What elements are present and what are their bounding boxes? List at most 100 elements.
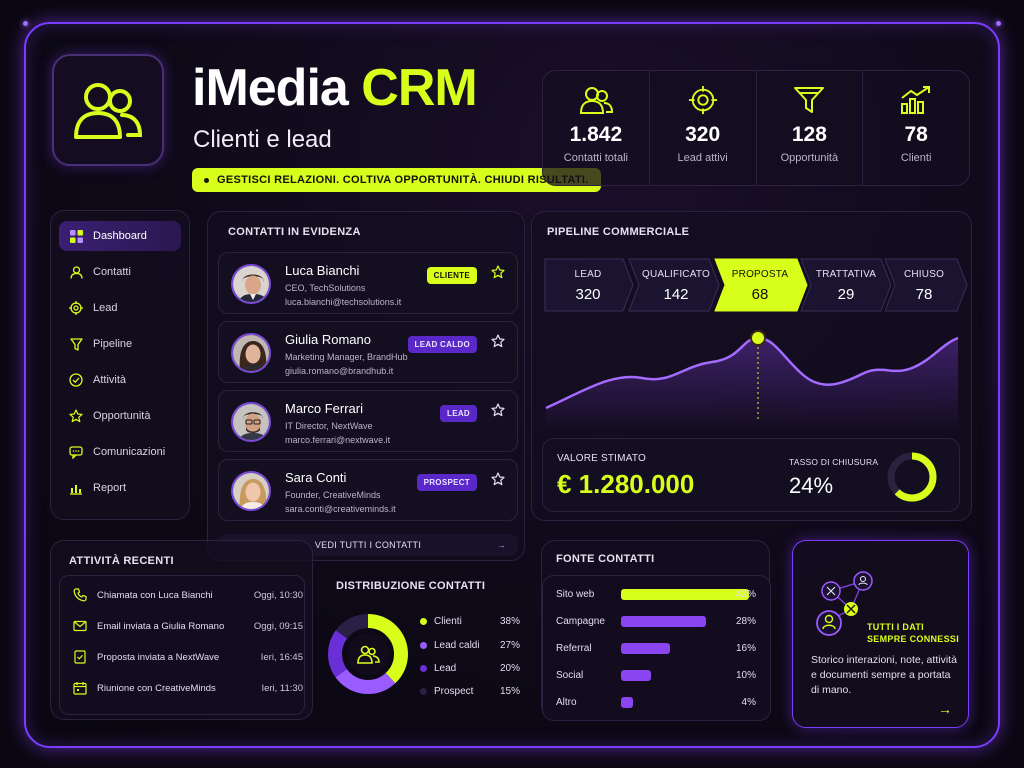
section-title: CONTATTI IN EVIDENZA <box>228 226 361 238</box>
chat-icon <box>69 445 83 459</box>
mail-icon <box>73 620 87 632</box>
pipeline-stage-proposta[interactable]: PROPOSTA 68 <box>717 258 803 312</box>
sidebar-item-label: Opportunità <box>93 410 151 422</box>
see-all-label: VEDI TUTTI I CONTATTI <box>314 540 422 550</box>
distribution-donut <box>328 614 408 694</box>
star-icon[interactable] <box>491 472 505 486</box>
stat-value: 1.842 <box>569 123 623 146</box>
source-row: Social 10% <box>556 667 756 683</box>
sidebar-item-attivita[interactable]: Attività <box>59 365 181 395</box>
arrow-right-icon[interactable]: → <box>938 701 952 717</box>
sidebar-item-opportunita[interactable]: Opportunità <box>59 401 181 431</box>
donut-slice-2 <box>328 614 408 694</box>
wave-marker-dot[interactable] <box>750 330 766 346</box>
activity-item[interactable]: Proposta inviata a NextWave Ieri, 16:45 <box>63 643 309 671</box>
stat-label: Clienti <box>900 152 932 164</box>
pipeline-stage-chiuso[interactable]: CHIUSO 78 <box>885 258 963 312</box>
legend-label: Clienti <box>434 615 462 627</box>
contact-role: Founder, CreativeMinds <box>285 490 381 500</box>
source-row: Campagne 28% <box>556 613 756 629</box>
activity-item[interactable]: Email inviata a Giulia Romano Oggi, 09:1… <box>63 612 309 640</box>
stat-clienti[interactable]: 78 Clienti <box>863 71 969 185</box>
stat-contatti-totali[interactable]: 1.842 Contatti totali <box>543 71 650 185</box>
sidebar-item-contatti[interactable]: Contatti <box>59 257 181 287</box>
source-value: 42% <box>735 588 756 600</box>
stat-label: Contatti totali <box>563 152 628 164</box>
section-title: PIPELINE COMMERCIALE <box>547 226 690 238</box>
contact-name: Luca Bianchi <box>285 263 360 278</box>
pipeline-stage-shape <box>628 258 720 312</box>
close-rate-ring <box>887 452 937 502</box>
contact-email[interactable]: giulia.romano@brandhub.it <box>285 366 394 376</box>
pipeline-stage-trattativa[interactable]: TRATTATIVA 29 <box>803 258 889 312</box>
stage-name: QUALIFICATO <box>642 269 710 280</box>
users-icon <box>579 87 613 114</box>
app-title-accent: CRM <box>361 59 477 117</box>
legend-swatch <box>420 641 427 649</box>
sidebar-item-label: Pipeline <box>93 338 133 350</box>
donut-slice-1 <box>328 614 408 694</box>
legend-item: Lead 20% <box>420 660 520 676</box>
contact-card[interactable]: Luca Bianchi CEO, TechSolutions luca.bia… <box>218 252 518 314</box>
legend-swatch <box>420 687 427 695</box>
document-icon <box>74 650 86 664</box>
legend-swatch <box>420 664 427 672</box>
section-title: DISTRIBUZIONE CONTATTI <box>336 580 486 592</box>
star-icon[interactable] <box>491 334 505 348</box>
contact-name: Giulia Romano <box>285 332 371 347</box>
legend-label: Lead caldi <box>434 639 480 651</box>
pipeline-stage-lead[interactable]: LEAD 320 <box>545 258 631 312</box>
sidebar-item-comunicazioni[interactable]: Comunicazioni <box>59 437 181 467</box>
star-icon[interactable] <box>491 403 505 417</box>
contact-email[interactable]: luca.bianchi@techsolutions.it <box>285 297 402 307</box>
source-bar <box>621 588 749 600</box>
calendar-icon <box>73 682 87 695</box>
stage-name: TRATTATIVA <box>815 269 877 280</box>
pipeline-stage-shape <box>800 258 892 312</box>
legend-label: Prospect <box>434 685 474 697</box>
activity-text: Riunione con CreativeMinds <box>97 682 216 694</box>
source-row: Sito web 42% <box>556 586 756 602</box>
status-badge: LEAD CALDO <box>407 336 477 353</box>
contact-email[interactable]: marco.ferrari@nextwave.it <box>285 435 391 445</box>
avatar <box>231 264 271 304</box>
status-badge: LEAD <box>440 405 477 422</box>
source-row: Referral 16% <box>556 640 756 656</box>
contact-email[interactable]: sara.conti@creativeminds.it <box>285 504 396 514</box>
status-badge: CLIENTE <box>426 267 477 284</box>
star-icon[interactable] <box>491 265 505 279</box>
stat-label: Opportunità <box>780 152 839 164</box>
activity-time: Ieri, 16:45 <box>260 651 303 663</box>
section-title: ATTIVITÀ RECENTI <box>69 555 174 567</box>
app-title-main: iMedia <box>192 59 349 117</box>
connected-data-card[interactable]: TUTTI I DATI SEMPRE CONNESSI Storico inte… <box>792 540 969 728</box>
stage-name: PROPOSTA <box>731 269 789 280</box>
contact-card[interactable]: Sara Conti Founder, CreativeMinds sara.c… <box>218 459 518 521</box>
close-rate-label: TASSO DI CHIUSURA <box>789 457 879 467</box>
arrow-right-icon: → <box>496 540 506 550</box>
sidebar-item-label: Lead <box>93 302 118 314</box>
contact-card[interactable]: Giulia Romano Marketing Manager, BrandHu… <box>218 321 518 383</box>
sidebar-item-lead[interactable]: Lead <box>59 293 181 323</box>
source-row: Altro 4% <box>556 694 756 710</box>
source-label: Sito web <box>556 588 595 600</box>
estimated-value: € 1.280.000 <box>557 469 695 499</box>
activity-item[interactable]: Chiamata con Luca Bianchi Oggi, 10:30 <box>63 581 309 609</box>
legend-value: 38% <box>499 615 520 627</box>
grid-icon <box>69 229 83 243</box>
pipeline-stage-qualificato[interactable]: QUALIFICATO 142 <box>633 258 719 312</box>
sidebar-item-report[interactable]: Report <box>59 473 181 503</box>
phone-icon <box>73 588 87 602</box>
sidebar-item-label: Comunicazioni <box>93 446 166 458</box>
sidebar-item-pipeline[interactable]: Pipeline <box>59 329 181 359</box>
sidebar-item-dashboard[interactable]: Dashboard <box>59 221 181 251</box>
stat-lead-attivi[interactable]: 320 Lead attivi <box>650 71 757 185</box>
stage-name: LEAD <box>574 269 602 280</box>
stat-opportunita[interactable]: 128 Opportunità <box>757 71 864 185</box>
legend-value: 27% <box>499 639 520 651</box>
stage-value: 320 <box>575 286 601 303</box>
activity-time: Ieri, 11:30 <box>261 682 303 694</box>
contact-card[interactable]: Marco Ferrari IT Director, NextWave marc… <box>218 390 518 452</box>
activity-item[interactable]: Riunione con CreativeMinds Ieri, 11:30 <box>63 674 309 702</box>
funnel-icon <box>794 87 825 113</box>
